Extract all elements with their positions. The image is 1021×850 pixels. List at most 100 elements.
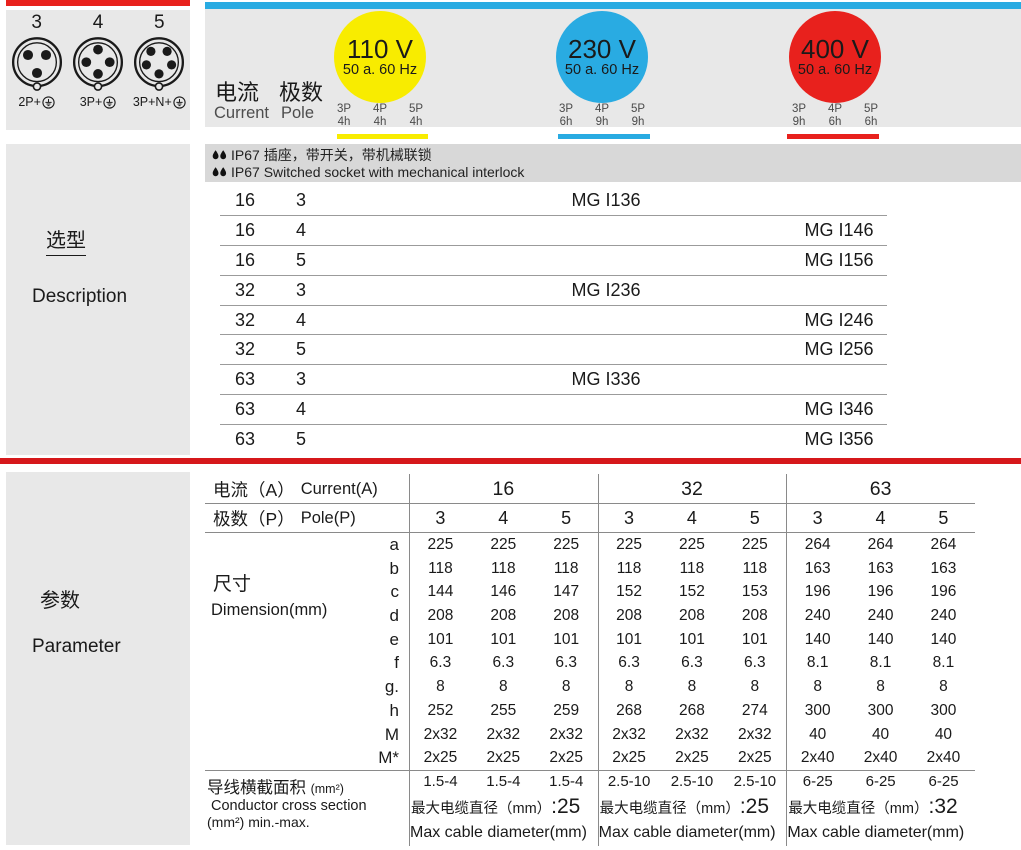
max-cable-diameter-cn: 最大电缆直径（mm）: [411, 800, 552, 817]
dimension-row: c 144 146 147 152 152 153 196 196 196: [205, 580, 975, 604]
conductor-group: 6-25 6-25 6-25 最大电缆直径（mm） :32 Max cable …: [786, 771, 975, 846]
pole-header-value: 5: [561, 508, 572, 528]
model-number: MG I156: [804, 249, 874, 270]
max-cable-diameter-value: :32: [928, 795, 958, 818]
table-row: 32 5 MG I256: [205, 335, 1021, 366]
dimension-letter: g.: [384, 677, 399, 697]
description-sidebar: 选型 Description: [6, 144, 190, 455]
water-drops-icon: [212, 149, 227, 159]
dimension-letter: a: [389, 535, 399, 554]
max-cable-diameter-en: Max cable diameter(mm): [787, 824, 965, 841]
dimension-letter: f: [394, 653, 399, 673]
earth-ground-icon: [103, 95, 116, 109]
connector-wiring-label: 2P+: [18, 94, 55, 110]
top-cyan-bar: [205, 2, 1021, 9]
current-value: 32: [234, 339, 256, 360]
column-divider: [409, 474, 410, 846]
parameter-table: 电流（A） Current(A) 16 32 63 极数（P） Pole(P) 3 4…: [205, 474, 975, 846]
pole-header-value: 3: [624, 508, 635, 528]
model-number: MG I236: [571, 279, 641, 300]
dimension-rows: 尺寸 Dimension(mm) a 225 225 225 225 225 2…: [205, 533, 975, 770]
voltage-header-panel: 电流 Current 极数 Pole 110 V 50 a. 60 Hz 230…: [205, 9, 1021, 128]
current-group-value: 16: [492, 478, 515, 500]
voltage-value: 400 V: [801, 34, 869, 64]
cross-section-range: 2.5-10: [607, 773, 651, 790]
dimension-label-en: Dimension(mm): [211, 601, 328, 619]
connector-pictogram-panel: 3 2P+ 4 3P+ 5: [6, 10, 190, 130]
wiring-text: 2P+: [18, 95, 41, 109]
section-title-en: Description: [32, 286, 128, 307]
pole-value: 4: [295, 309, 306, 330]
table-row: 63 3 MG I336: [205, 365, 1021, 396]
dimension-row: M 2x32 2x32 2x32 2x32 2x32 2x32 40 40 40: [205, 723, 975, 747]
pole-value: 5: [295, 429, 306, 450]
cross-section-range: 1.5-4: [423, 773, 458, 790]
cross-section-range: 6-25: [802, 773, 833, 790]
row-label: 电流（A） Current(A): [213, 479, 378, 500]
connector-pin-count: 3: [31, 12, 42, 33]
dimension-letter: c: [390, 582, 400, 602]
conductor-group: 2.5-10 2.5-10 2.5-10 最大电缆直径（mm） :25 Max …: [598, 771, 787, 846]
pole-label-en: Pole: [281, 104, 315, 122]
table-row: 16 4 MG I146: [205, 216, 1021, 246]
table-row: 63 5 MG I356: [205, 425, 1021, 455]
product-banner: IP67 插座，带开关，带机械联锁 IP67 Switched socket w…: [205, 144, 1021, 182]
dimension-row: h 252 255 259 268 268 274 300 300 300: [205, 699, 975, 723]
model-number: MG I356: [804, 429, 874, 450]
table-row: 32 4 MG I246: [205, 306, 1021, 336]
wiring-text: 3P+N+: [132, 95, 172, 109]
model-number: MG I136: [571, 190, 641, 210]
dimension-letter: d: [389, 606, 399, 626]
conductor-section: 导线横截面积 (mm²) Conductor cross section (mm…: [205, 770, 975, 846]
pole-value: 5: [295, 339, 306, 360]
column-divider: [597, 474, 599, 846]
pole-value: 4: [295, 399, 306, 420]
table-row: 16 5 MG I156: [205, 246, 1021, 276]
dimension-row: e 101 101 101 101 101 101 140 140 140: [205, 628, 975, 652]
pole-value: 3: [295, 279, 306, 300]
pole-header-value: 4: [875, 508, 886, 528]
frequency-value: 50 a. 60 Hz: [797, 62, 873, 78]
model-number: MG I256: [804, 339, 874, 360]
pole-hour-codes-230v: 3P 6h 4P 9h 5P 9h: [558, 103, 646, 128]
pole-header-value: 5: [749, 508, 760, 528]
current-label-en: Current: [214, 104, 270, 122]
blue-underline-bar: [558, 134, 650, 139]
top-left-red-bar: [6, 0, 190, 6]
current-group-value: 63: [869, 478, 892, 500]
dimension-row: b 118 118 118 118 118 118 163 163 163: [205, 557, 975, 581]
current-value: 32: [234, 279, 256, 300]
connector-4pin: 4 3P+: [71, 12, 125, 110]
socket-5pin-icon: [134, 37, 185, 91]
connector-wiring-label: 3P+: [80, 94, 117, 110]
pole-header-value: 3: [435, 508, 446, 528]
max-cable-diameter-cn: 最大电缆直径（mm）: [788, 800, 929, 817]
parameter-sidebar: 参数 Parameter: [6, 472, 190, 845]
dimension-label-cn: 尺寸: [213, 574, 252, 595]
banner-title-cn: IP67 插座，带开关，带机械联锁: [231, 146, 432, 163]
dimension-row: g. 8 8 8 8 8 8 8 8 8: [205, 675, 975, 699]
model-number: MG I246: [804, 309, 874, 330]
current-group-value: 32: [681, 478, 703, 500]
connector-wiring-label: 3P+N+: [133, 94, 186, 110]
current-value: 32: [234, 309, 256, 330]
dimension-letter: b: [389, 558, 399, 578]
pole-header-row: 极数（P） Pole(P) 3 4 5 3 4 5 3 4 5: [205, 504, 975, 533]
wiring-text: 3P+: [79, 95, 103, 109]
earth-ground-icon: [173, 95, 186, 109]
pole-header-value: 4: [686, 508, 697, 528]
conductor-label-range: (mm²) min.-max.: [207, 814, 310, 830]
red-section-divider: [0, 458, 1021, 464]
column-divider: [786, 474, 788, 846]
current-value: 16: [234, 219, 256, 240]
conductor-label: 导线横截面积 (mm²) Conductor cross section (mm…: [205, 771, 409, 846]
pole-header-value: 3: [812, 508, 823, 528]
pole-value: 4: [295, 219, 306, 240]
dimension-row: f 6.3 6.3 6.3 6.3 6.3 6.3 8.1 8.1 8.1: [205, 651, 975, 675]
frequency-value: 50 a. 60 Hz: [342, 62, 418, 78]
pole-header-value: 5: [938, 508, 949, 528]
red-underline-bar: [787, 134, 879, 139]
current-header-row: 电流（A） Current(A) 16 32 63: [205, 474, 975, 504]
model-number: MG I346: [804, 399, 874, 420]
voltage-badge-400v: 400 V 50 a. 60 Hz: [789, 11, 881, 103]
